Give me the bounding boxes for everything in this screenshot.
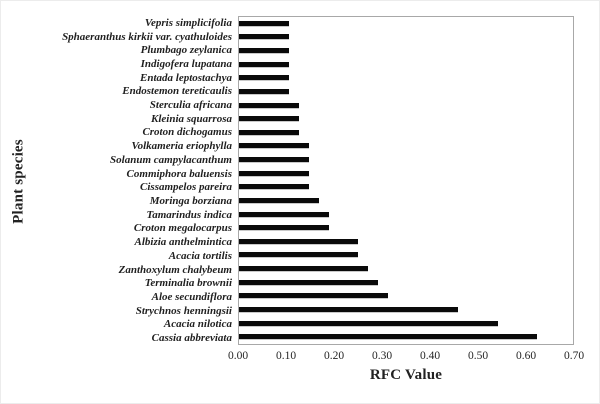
species-label: Croton dichogamus	[142, 126, 232, 139]
bar	[239, 320, 498, 327]
category-labels: Vepris simplicifolia Sphaeranthus kirkii …	[1, 16, 232, 345]
bar-row	[239, 249, 573, 263]
bar	[239, 170, 309, 177]
species-label: Cassia abbreviata	[151, 332, 232, 345]
x-tick-label: 0.50	[467, 350, 489, 362]
bar	[239, 157, 309, 164]
bar	[239, 293, 389, 300]
bar	[239, 48, 289, 55]
species-label: Tamarindus indica	[146, 208, 232, 221]
bar	[239, 88, 289, 95]
bar-row	[239, 44, 573, 58]
species-label: Acacia nilotica	[163, 318, 232, 331]
species-label: Cissampelos pareira	[140, 181, 232, 194]
species-label: Plumbago zeylanica	[140, 44, 232, 57]
bar-row	[239, 290, 573, 304]
bar-row	[239, 167, 573, 181]
x-tick-label: 0.40	[419, 350, 441, 362]
bar-row	[239, 58, 573, 72]
bar	[239, 61, 289, 68]
bar-row	[239, 112, 573, 126]
bar	[239, 75, 289, 82]
species-label: Vepris simplicifolia	[144, 16, 232, 29]
bar-row	[239, 330, 573, 344]
bar	[239, 34, 289, 41]
bar-row	[239, 235, 573, 249]
species-label: Sphaeranthus kirkii var. cyathuloides	[62, 30, 232, 43]
species-label: Strychnos henningsii	[135, 304, 232, 317]
species-label: Solanum campylacanthum	[110, 153, 232, 166]
bar-row	[239, 276, 573, 290]
bar	[239, 279, 379, 286]
bar-row	[239, 85, 573, 99]
bar	[239, 197, 319, 204]
bar	[239, 252, 359, 259]
x-tick-label: 0.30	[371, 350, 393, 362]
species-label: Croton megalocarpus	[133, 222, 232, 235]
bar-row	[239, 153, 573, 167]
bar-row	[239, 31, 573, 45]
species-label: Indigofera lupatana	[140, 57, 232, 70]
species-label: Commiphora baluensis	[126, 167, 232, 180]
bar	[239, 225, 329, 232]
species-label: Moringa borziana	[149, 194, 232, 207]
x-axis-title: RFC Value	[369, 367, 443, 383]
bar-row	[239, 140, 573, 154]
bar	[239, 116, 299, 123]
bar	[239, 211, 329, 218]
x-tick-label: 0.70	[563, 350, 585, 362]
bar-row	[239, 72, 573, 86]
bar	[239, 238, 359, 245]
species-label: Endostemon tereticaulis	[122, 85, 232, 98]
species-label: Zanthoxylum chalybeum	[118, 263, 232, 276]
x-tick-label: 0.20	[323, 350, 345, 362]
bar-row	[239, 221, 573, 235]
x-tick-label: 0.10	[275, 350, 297, 362]
plot-area	[238, 16, 574, 345]
bar-row	[239, 317, 573, 331]
species-label: Acacia tortilis	[168, 249, 232, 262]
bar	[239, 102, 299, 109]
species-label: Sterculia africana	[149, 99, 232, 112]
bar	[239, 266, 369, 273]
bar-row	[239, 303, 573, 317]
x-tick-label: 0.00	[227, 350, 249, 362]
bar	[239, 184, 309, 191]
bar	[239, 129, 299, 136]
bar-row	[239, 99, 573, 113]
bar-row	[239, 208, 573, 222]
bar	[239, 20, 289, 27]
species-label: Albizia anthelmintica	[134, 236, 233, 249]
x-tick-label: 0.60	[515, 350, 537, 362]
bar	[239, 143, 309, 150]
bar-row	[239, 126, 573, 140]
bar-row	[239, 17, 573, 31]
bar-row	[239, 181, 573, 195]
bar	[239, 334, 538, 341]
species-label: Volkameria eriophylla	[131, 140, 232, 153]
species-label: Aloe secundiflora	[151, 290, 232, 303]
bar-row	[239, 194, 573, 208]
bar-row	[239, 262, 573, 276]
bar	[239, 306, 458, 313]
species-label: Entada leptostachya	[140, 71, 232, 84]
x-axis-ticks: 0.00 0.10 0.20 0.30 0.40 0.50 0.60 0.70	[214, 350, 598, 364]
species-label: Kleinia squarrosa	[151, 112, 232, 125]
species-label: Terminalia brownii	[144, 277, 232, 290]
